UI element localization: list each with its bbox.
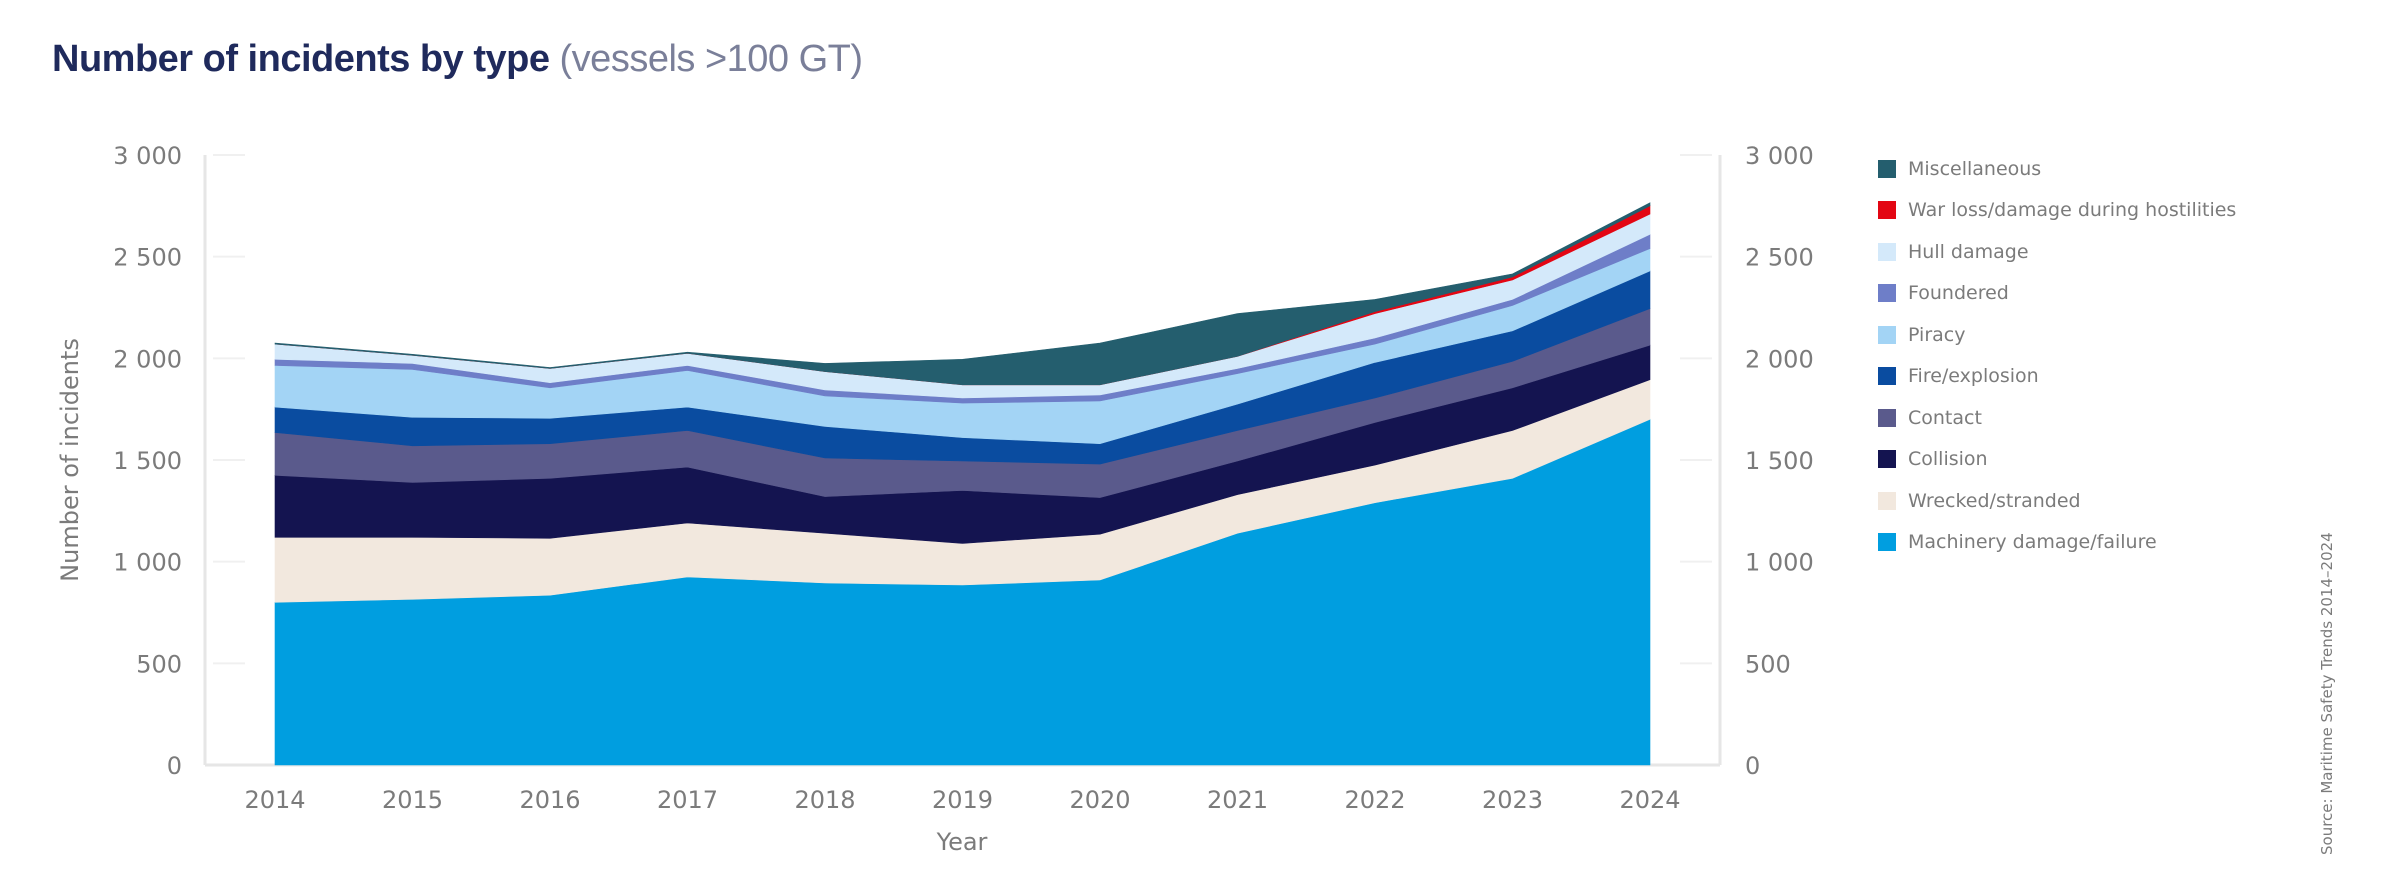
legend-label: Fire/explosion bbox=[1908, 365, 2039, 388]
x-tick-label: 2019 bbox=[932, 786, 993, 814]
legend-item: Wrecked/stranded bbox=[1878, 480, 2236, 522]
legend-item: Miscellaneous bbox=[1878, 148, 2236, 190]
legend-swatch bbox=[1878, 325, 1896, 344]
legend-item: Contact bbox=[1878, 397, 2236, 439]
legend-label: Machinery damage/failure bbox=[1908, 531, 2157, 554]
source-note: Source: Maritime Safety Trends 2014–2024 bbox=[2318, 532, 2336, 855]
legend-label: Miscellaneous bbox=[1908, 157, 2042, 180]
legend-swatch bbox=[1878, 159, 1896, 178]
legend: Miscellaneous War loss/damage during host… bbox=[1878, 148, 2236, 563]
legend-swatch bbox=[1878, 450, 1896, 469]
legend-item: Piracy bbox=[1878, 314, 2236, 356]
x-tick-label: 2022 bbox=[1344, 786, 1405, 814]
chart-title: Number of incidents by type (vessels >10… bbox=[52, 38, 863, 81]
legend-label: War loss/damage during hostilities bbox=[1908, 199, 2237, 222]
y-tick-label-left: 1 500 bbox=[113, 447, 182, 475]
x-tick-label: 2020 bbox=[1069, 786, 1130, 814]
y-tick-label-right: 3 000 bbox=[1745, 142, 1814, 170]
y-tick-label-left: 1 000 bbox=[113, 549, 182, 577]
x-tick-label: 2017 bbox=[657, 786, 718, 814]
y-tick-label-left: 500 bbox=[136, 650, 182, 678]
y-axis-label: Number of incidents bbox=[56, 338, 84, 582]
y-axis-left: 0 500 1 000 1 500 2 000 2 500 3 000 bbox=[113, 142, 182, 780]
y-tick-label-right: 0 bbox=[1745, 752, 1760, 780]
x-axis-label: Year bbox=[936, 828, 988, 856]
legend-label: Collision bbox=[1908, 448, 1988, 471]
legend-swatch bbox=[1878, 408, 1896, 427]
area-layers bbox=[274, 202, 1651, 766]
x-tick-label: 2015 bbox=[382, 786, 443, 814]
x-tick-label: 2014 bbox=[244, 786, 305, 814]
y-axis-right: 0 500 1 000 1 500 2 000 2 500 3 000 bbox=[1745, 142, 1814, 780]
chart-subtitle: (vessels >100 GT) bbox=[559, 38, 864, 80]
y-tick-label-right: 1 500 bbox=[1745, 447, 1814, 475]
y-tick-label-right: 500 bbox=[1745, 650, 1791, 678]
legend-item: Hull damage bbox=[1878, 231, 2236, 273]
legend-label: Wrecked/stranded bbox=[1908, 489, 2081, 512]
legend-item: Machinery damage/failure bbox=[1878, 522, 2236, 564]
y-tick-label-right: 1 000 bbox=[1745, 549, 1814, 577]
legend-swatch bbox=[1878, 533, 1896, 552]
legend-swatch bbox=[1878, 367, 1896, 386]
legend-swatch bbox=[1878, 284, 1896, 303]
y-tick-label-left: 2 500 bbox=[113, 244, 182, 272]
x-tick-label: 2024 bbox=[1619, 786, 1680, 814]
legend-swatch bbox=[1878, 242, 1896, 261]
y-tick-label-left: 3 000 bbox=[113, 142, 182, 170]
x-tick-label: 2018 bbox=[794, 786, 855, 814]
y-tick-label-right: 2 000 bbox=[1745, 345, 1814, 373]
area-miscellaneous bbox=[274, 202, 1651, 386]
x-axis: 2014 2015 2016 2017 2018 2019 2020 2021 2022 2023… bbox=[244, 786, 1680, 814]
legend-item: Fire/explosion bbox=[1878, 356, 2236, 398]
y-tick-label-left: 2 000 bbox=[113, 345, 182, 373]
legend-label: Contact bbox=[1908, 406, 1982, 429]
y-tick-label-left: 0 bbox=[167, 752, 182, 780]
x-tick-label: 2023 bbox=[1482, 786, 1543, 814]
legend-label: Hull damage bbox=[1908, 240, 2029, 263]
legend-swatch bbox=[1878, 201, 1896, 220]
legend-label: Piracy bbox=[1908, 323, 1966, 346]
x-tick-label: 2016 bbox=[519, 786, 580, 814]
x-tick-label: 2021 bbox=[1207, 786, 1268, 814]
legend-item: Collision bbox=[1878, 439, 2236, 481]
legend-swatch bbox=[1878, 491, 1896, 510]
legend-item: Foundered bbox=[1878, 273, 2236, 315]
legend-item: War loss/damage during hostilities bbox=[1878, 190, 2236, 232]
legend-label: Foundered bbox=[1908, 282, 2009, 305]
y-tick-label-right: 2 500 bbox=[1745, 244, 1814, 272]
chart-title-main: Number of incidents by type bbox=[52, 38, 550, 80]
